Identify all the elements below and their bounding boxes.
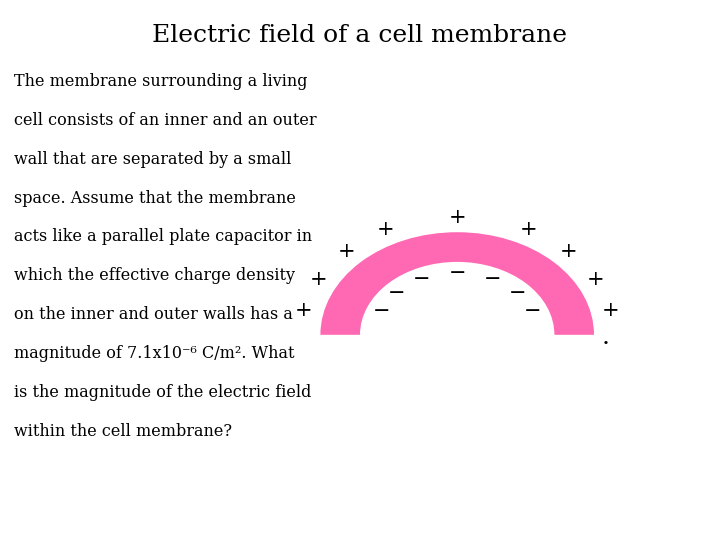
Text: +: + <box>602 301 619 320</box>
Text: +: + <box>587 270 605 289</box>
Text: −: − <box>484 271 502 289</box>
Text: +: + <box>449 207 466 227</box>
Text: +: + <box>310 270 328 289</box>
Text: +: + <box>295 301 312 320</box>
Text: +: + <box>520 220 537 239</box>
Text: wall that are separated by a small: wall that are separated by a small <box>14 151 292 167</box>
Text: is the magnitude of the electric field: is the magnitude of the electric field <box>14 384 312 401</box>
Text: space. Assume that the membrane: space. Assume that the membrane <box>14 190 296 206</box>
Text: +: + <box>338 242 355 261</box>
Text: −: − <box>524 302 541 321</box>
Text: within the cell membrane?: within the cell membrane? <box>14 423 233 440</box>
Text: which the effective charge density: which the effective charge density <box>14 267 295 284</box>
Text: +: + <box>559 242 577 261</box>
Text: −: − <box>388 285 405 303</box>
Text: +: + <box>377 220 395 239</box>
Text: .: . <box>601 326 609 349</box>
Text: −: − <box>413 271 431 289</box>
Text: cell consists of an inner and an outer: cell consists of an inner and an outer <box>14 112 317 129</box>
Wedge shape <box>320 232 594 335</box>
Text: −: − <box>509 285 526 303</box>
Text: acts like a parallel plate capacitor in: acts like a parallel plate capacitor in <box>14 228 312 245</box>
Text: Electric field of a cell membrane: Electric field of a cell membrane <box>153 24 567 48</box>
Text: −: − <box>449 264 466 284</box>
Text: on the inner and outer walls has a: on the inner and outer walls has a <box>14 306 293 323</box>
Text: The membrane surrounding a living: The membrane surrounding a living <box>14 73 308 90</box>
Text: −: − <box>373 302 390 321</box>
Text: magnitude of 7.1x10⁻⁶ C/m². What: magnitude of 7.1x10⁻⁶ C/m². What <box>14 345 295 362</box>
